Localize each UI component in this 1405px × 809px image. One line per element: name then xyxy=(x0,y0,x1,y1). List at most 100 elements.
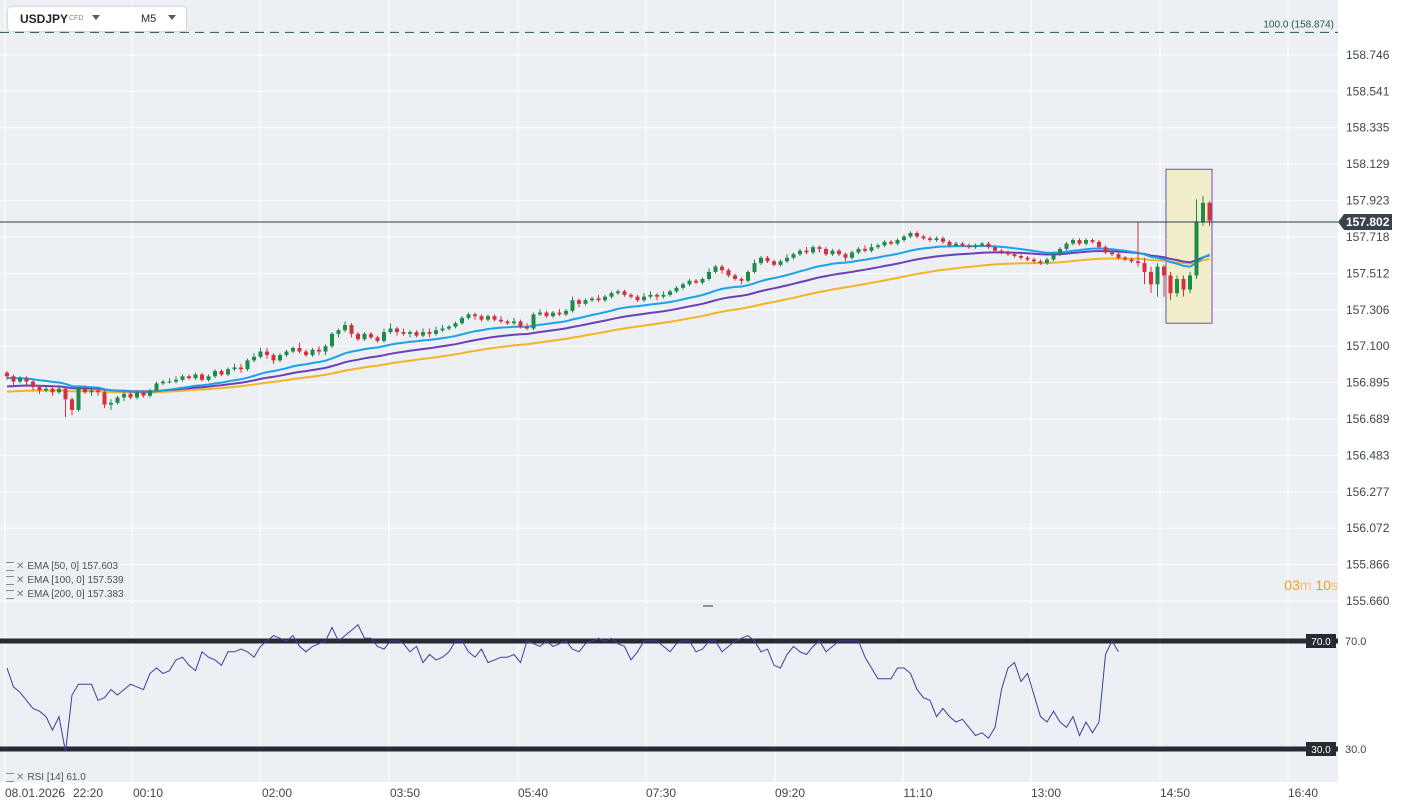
ema200-legend[interactable]: ✕ EMA [200, 0] 157.383 xyxy=(6,589,124,600)
candle-body xyxy=(492,316,497,320)
candle-body xyxy=(1097,241,1101,248)
candle-body xyxy=(70,399,74,410)
candle-body xyxy=(902,236,906,241)
ema200-line xyxy=(6,257,1210,394)
candle-body xyxy=(1175,278,1179,294)
candle-body xyxy=(798,250,802,255)
candle-body xyxy=(1155,266,1160,285)
ema50-line xyxy=(6,244,1210,394)
timeframe-label[interactable]: M5 xyxy=(141,13,157,25)
candle-body xyxy=(577,300,581,304)
candle-body xyxy=(557,312,562,315)
candle-body xyxy=(1012,254,1017,256)
symbol-selector-bar[interactable]: USDJPY CFD M5 xyxy=(8,7,186,31)
candle-body xyxy=(161,381,165,384)
candle-body xyxy=(63,388,68,400)
symbol-dropdown-icon[interactable] xyxy=(92,15,100,20)
candle-body xyxy=(752,263,757,272)
candle-body xyxy=(694,280,698,283)
candle-body xyxy=(219,370,224,375)
settings-lines-icon[interactable] xyxy=(6,575,14,585)
candle-body xyxy=(804,250,809,253)
candle-body xyxy=(538,312,542,315)
candle-body xyxy=(700,278,705,283)
price-tick-label: 157.512 xyxy=(1346,266,1390,280)
candle-body xyxy=(187,376,191,379)
time-tick-label: 14:50 xyxy=(1160,786,1190,800)
price-tick-label: 156.072 xyxy=(1346,521,1390,535)
candle-body xyxy=(499,319,503,322)
candle-body xyxy=(609,293,614,297)
rsi-legend[interactable]: ✕ RSI [14] 61.0 xyxy=(6,772,86,783)
candle-body xyxy=(1207,202,1212,221)
candle-body xyxy=(772,261,776,265)
candle-body xyxy=(460,317,464,324)
candle-body xyxy=(44,388,48,391)
settings-lines-icon[interactable] xyxy=(6,772,14,782)
candle-body xyxy=(414,332,419,336)
candle-body xyxy=(518,321,523,327)
candle-body xyxy=(921,236,926,239)
candle-body xyxy=(1025,257,1030,260)
price-tick-label: 155.866 xyxy=(1346,558,1390,572)
candle-body xyxy=(674,287,679,292)
candle-body xyxy=(440,328,445,331)
candle-body xyxy=(1038,261,1043,264)
candle-body xyxy=(265,351,269,356)
candle-body xyxy=(1071,240,1075,244)
timeframe-dropdown-icon[interactable] xyxy=(168,15,176,20)
symbol-type-label: CFD xyxy=(69,15,84,22)
close-icon[interactable]: ✕ xyxy=(16,561,25,572)
candle-body xyxy=(486,316,490,320)
candle-body xyxy=(206,376,211,380)
candle-body xyxy=(603,296,607,301)
candle-body xyxy=(564,310,568,315)
candle-body xyxy=(343,324,347,331)
rsi-level-tag xyxy=(1306,634,1336,648)
ema50-legend[interactable]: ✕ EMA [50, 0] 157.603 xyxy=(6,561,118,572)
price-axis-area xyxy=(1338,0,1405,809)
close-icon[interactable]: ✕ xyxy=(16,772,25,783)
time-tick-label: 22:20 xyxy=(73,786,103,800)
price-tick-label: 156.277 xyxy=(1346,485,1390,499)
time-tick-label: 07:30 xyxy=(646,786,676,800)
candle-body xyxy=(31,381,35,387)
highlight-box xyxy=(1165,168,1213,324)
settings-lines-icon[interactable] xyxy=(6,561,14,571)
candle-body xyxy=(479,316,484,320)
candle-body xyxy=(1188,275,1192,290)
candle-body xyxy=(473,314,477,317)
candle-body xyxy=(980,243,984,246)
candle-body xyxy=(466,314,471,318)
candle-body xyxy=(947,241,952,246)
candle-body xyxy=(590,298,594,301)
ema100-legend[interactable]: ✕ EMA [100, 0] 157.539 xyxy=(6,575,124,586)
time-date-label: 08.01.2026 xyxy=(5,786,65,800)
candle-body xyxy=(128,393,133,398)
symbol-name[interactable]: USDJPY xyxy=(20,12,69,26)
time-tick-label: 11:10 xyxy=(903,786,932,800)
candle-body xyxy=(109,402,113,405)
candle-body xyxy=(681,284,685,288)
candle-body xyxy=(232,367,237,370)
settings-lines-icon[interactable] xyxy=(6,589,14,599)
rsi-axis-label: 70.0 xyxy=(1345,636,1366,648)
candle-body xyxy=(258,351,263,357)
time-tick-label: 13:00 xyxy=(1031,786,1061,800)
rsi-line xyxy=(6,624,1119,752)
close-icon[interactable]: ✕ xyxy=(16,589,25,600)
candle-body xyxy=(291,347,295,352)
candle-body xyxy=(1181,278,1186,290)
candle-body xyxy=(1162,266,1166,276)
candle-body xyxy=(200,374,204,380)
close-icon[interactable]: ✕ xyxy=(16,575,25,586)
rsi-axis-label: 30.0 xyxy=(1345,744,1366,756)
candle-body xyxy=(83,388,87,393)
candle-body xyxy=(629,294,633,297)
candle-body xyxy=(746,271,750,281)
candle-body xyxy=(102,392,107,405)
time-tick-label: 02:00 xyxy=(262,786,292,800)
candle-body xyxy=(993,247,997,251)
candle-body xyxy=(544,312,549,317)
